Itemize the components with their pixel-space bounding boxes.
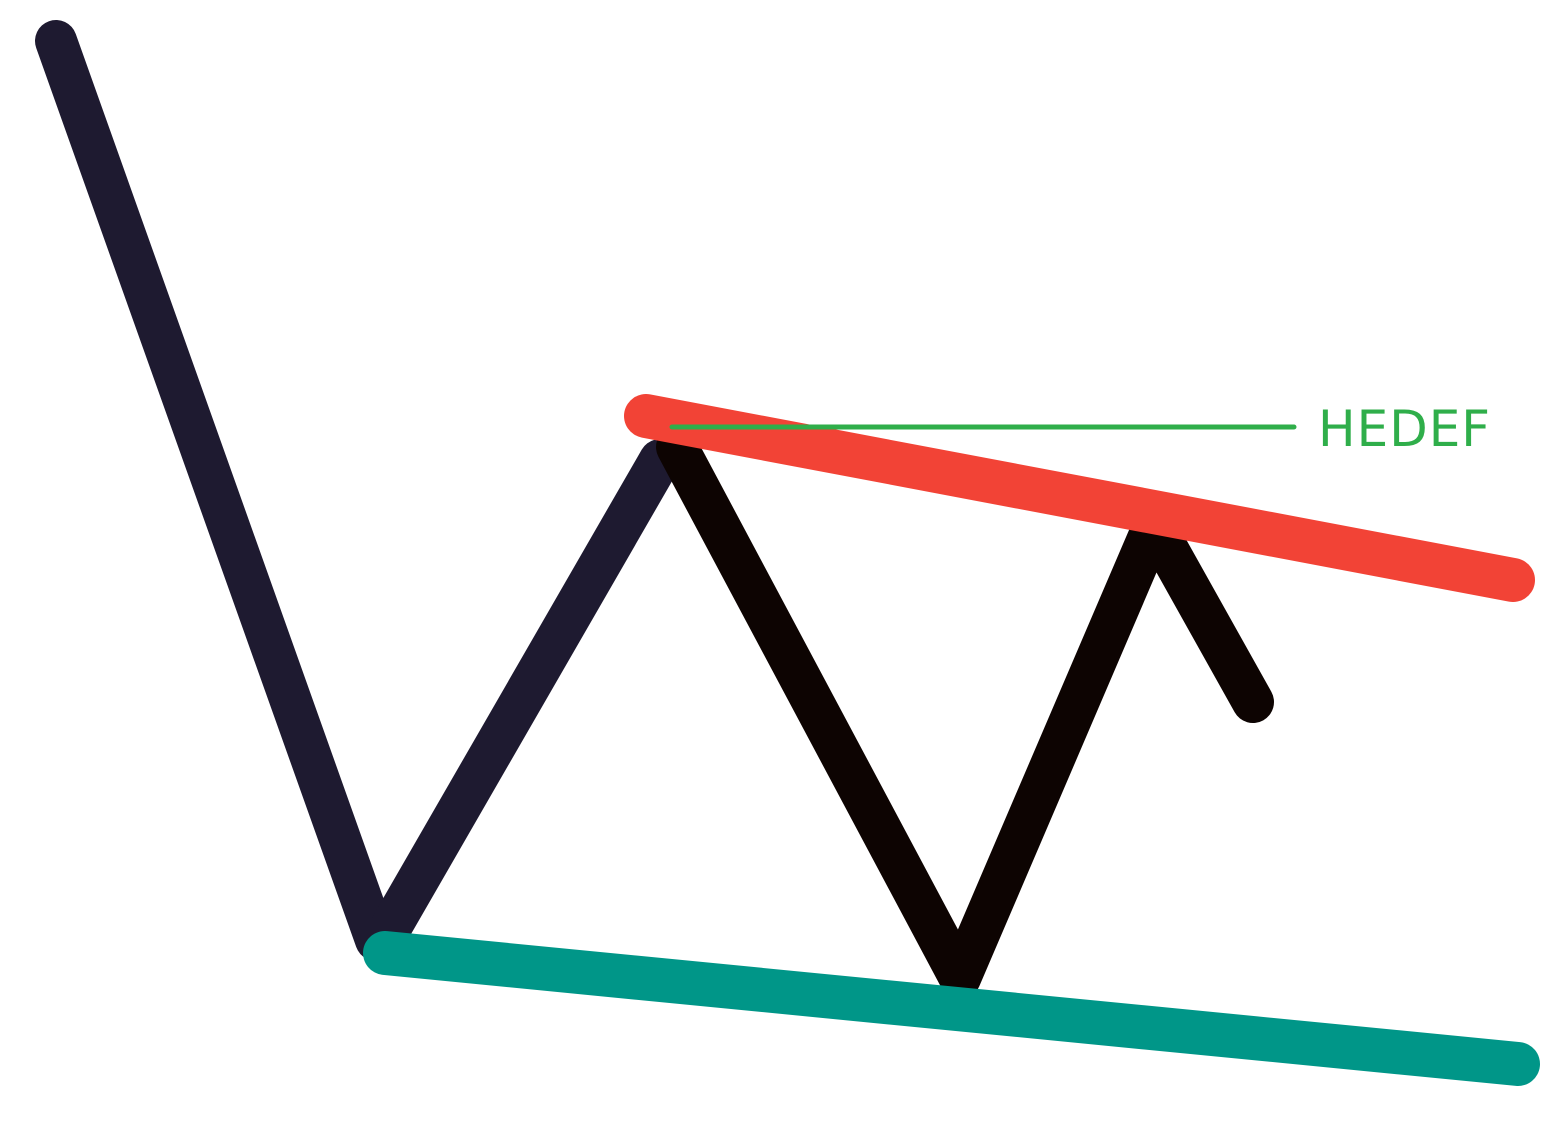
price-leg-zigzag — [656, 426, 1274, 999]
price-path-late — [656, 426, 1274, 999]
price-path-early — [35, 20, 681, 961]
price-leg-decline — [35, 20, 397, 961]
price-leg-rise-1 — [371, 439, 681, 946]
support-trendline — [363, 931, 1540, 1086]
resistance-trendline — [624, 394, 1535, 602]
target-label: HEDEF — [1318, 400, 1491, 458]
